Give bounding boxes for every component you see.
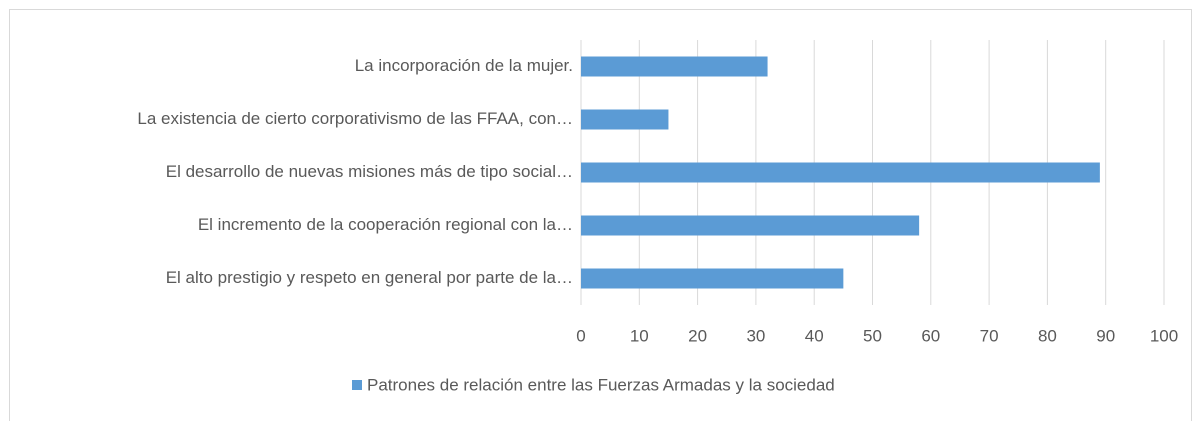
chart-frame xyxy=(9,9,1192,421)
x-tick-label: 90 xyxy=(1096,326,1115,345)
y-tick-label: La incorporación de la mujer. xyxy=(355,56,573,75)
legend-label: Patrones de relación entre las Fuerzas A… xyxy=(367,375,835,394)
y-tick-label: El desarrollo de nuevas misiones más de … xyxy=(166,162,573,181)
x-tick-label: 0 xyxy=(576,326,585,345)
legend-swatch xyxy=(352,380,362,390)
x-tick-label: 50 xyxy=(863,326,882,345)
y-tick-label: El incremento de la cooperación regional… xyxy=(198,215,573,234)
bar xyxy=(581,109,669,130)
y-tick-label: El alto prestigio y respeto en general p… xyxy=(166,268,573,287)
bar xyxy=(581,162,1100,183)
x-tick-label: 30 xyxy=(746,326,765,345)
x-tick-label: 40 xyxy=(805,326,824,345)
x-tick-label: 100 xyxy=(1150,326,1178,345)
x-tick-label: 10 xyxy=(630,326,649,345)
bar xyxy=(581,56,768,77)
y-tick-label: La existencia de cierto corporativismo d… xyxy=(137,109,573,128)
x-tick-label: 80 xyxy=(1038,326,1057,345)
bar xyxy=(581,268,844,289)
bar xyxy=(581,215,920,236)
x-tick-label: 20 xyxy=(688,326,707,345)
x-tick-label: 60 xyxy=(921,326,940,345)
x-tick-label: 70 xyxy=(980,326,999,345)
